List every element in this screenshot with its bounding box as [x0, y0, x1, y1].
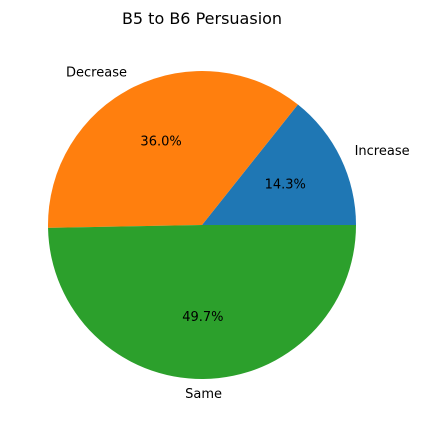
slice-label-decrease: Decrease [66, 66, 127, 81]
pie-slice-same [48, 225, 357, 380]
slice-percent-increase: 14.3% [265, 177, 306, 192]
slice-label-increase: Increase [355, 144, 410, 159]
slice-percent-decrease: 36.0% [140, 135, 181, 150]
pie-slice-decrease [47, 70, 298, 228]
pie-labels: Increase 14.3% Decrease 36.0% Same 49.7% [66, 66, 410, 402]
pie-slices [47, 70, 357, 380]
pie-slice-increase [202, 104, 356, 225]
slice-percent-same: 49.7% [182, 310, 223, 325]
slice-label-same: Same [185, 387, 222, 402]
chart-title: B5 to B6 Persuasion [122, 9, 282, 28]
